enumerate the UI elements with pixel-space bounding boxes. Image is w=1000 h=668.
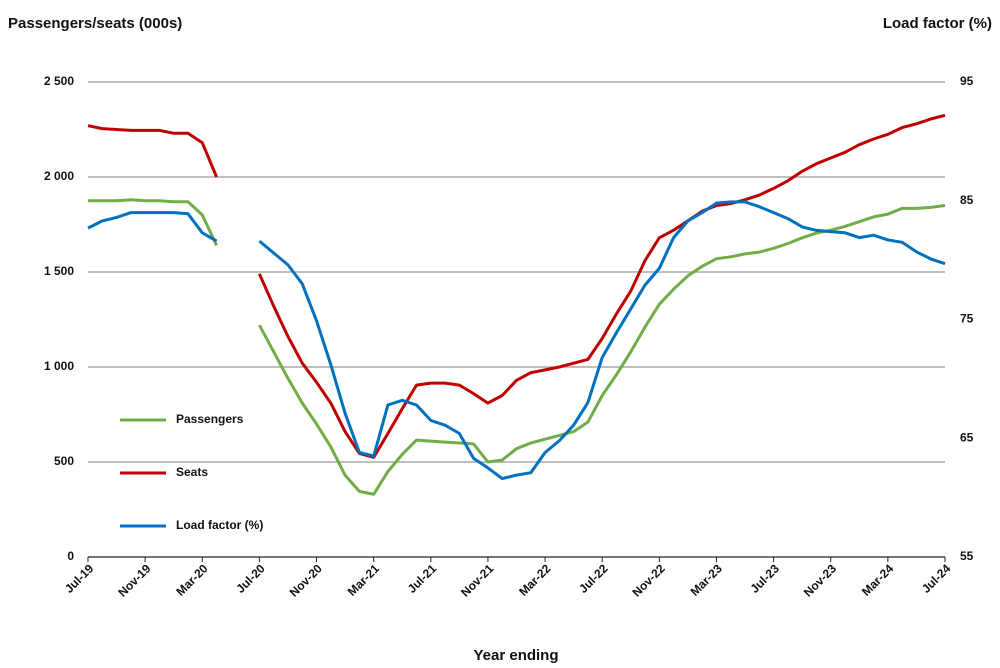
y2-axis-title: Load factor (%) — [883, 15, 992, 32]
y-tick-label: 2 500 — [44, 74, 74, 88]
y-tick-label: 1 500 — [44, 264, 74, 278]
x-tick-label: Mar-20 — [173, 561, 210, 598]
y2-tick-label: 55 — [960, 549, 974, 563]
y2-tick-label: 85 — [960, 193, 974, 207]
y2-tick-label: 75 — [960, 312, 974, 326]
legend-label: Load factor (%) — [176, 518, 263, 532]
y-axis-title: Passengers/seats (000s) — [8, 15, 182, 32]
x-tick-label: Jul-19 — [62, 561, 97, 596]
x-tick-label: Nov-20 — [287, 561, 325, 599]
y-tick-label: 0 — [67, 549, 74, 563]
x-tick-label: Nov-19 — [115, 561, 153, 599]
x-tick-label: Jul-24 — [919, 561, 954, 596]
x-tick-label: Nov-23 — [801, 561, 839, 599]
x-axis-title: Year ending — [473, 647, 558, 664]
y2-tick-label: 95 — [960, 74, 974, 88]
x-tick-label: Jul-22 — [576, 561, 611, 596]
x-tick-label: Nov-22 — [630, 561, 668, 599]
x-tick-label: Jul-21 — [405, 561, 440, 596]
series-line — [88, 198, 946, 496]
x-tick-label: Jul-23 — [748, 561, 783, 596]
x-tick-label: Jul-20 — [233, 561, 268, 596]
y2-tick-label: 65 — [960, 430, 974, 444]
x-tick-label: Mar-22 — [516, 561, 553, 598]
series-line — [87, 200, 946, 481]
x-tick-label: Mar-24 — [859, 561, 896, 598]
x-tick-label: Mar-23 — [688, 561, 725, 598]
y-tick-label: 1 000 — [44, 359, 74, 373]
legend-label: Passengers — [176, 412, 244, 426]
x-tick-label: Nov-21 — [458, 561, 496, 599]
legend-label: Seats — [176, 465, 208, 479]
y-tick-label: 500 — [54, 454, 74, 468]
x-tick-label: Mar-21 — [345, 561, 382, 598]
series-line — [87, 113, 946, 459]
y-tick-label: 2 000 — [44, 169, 74, 183]
